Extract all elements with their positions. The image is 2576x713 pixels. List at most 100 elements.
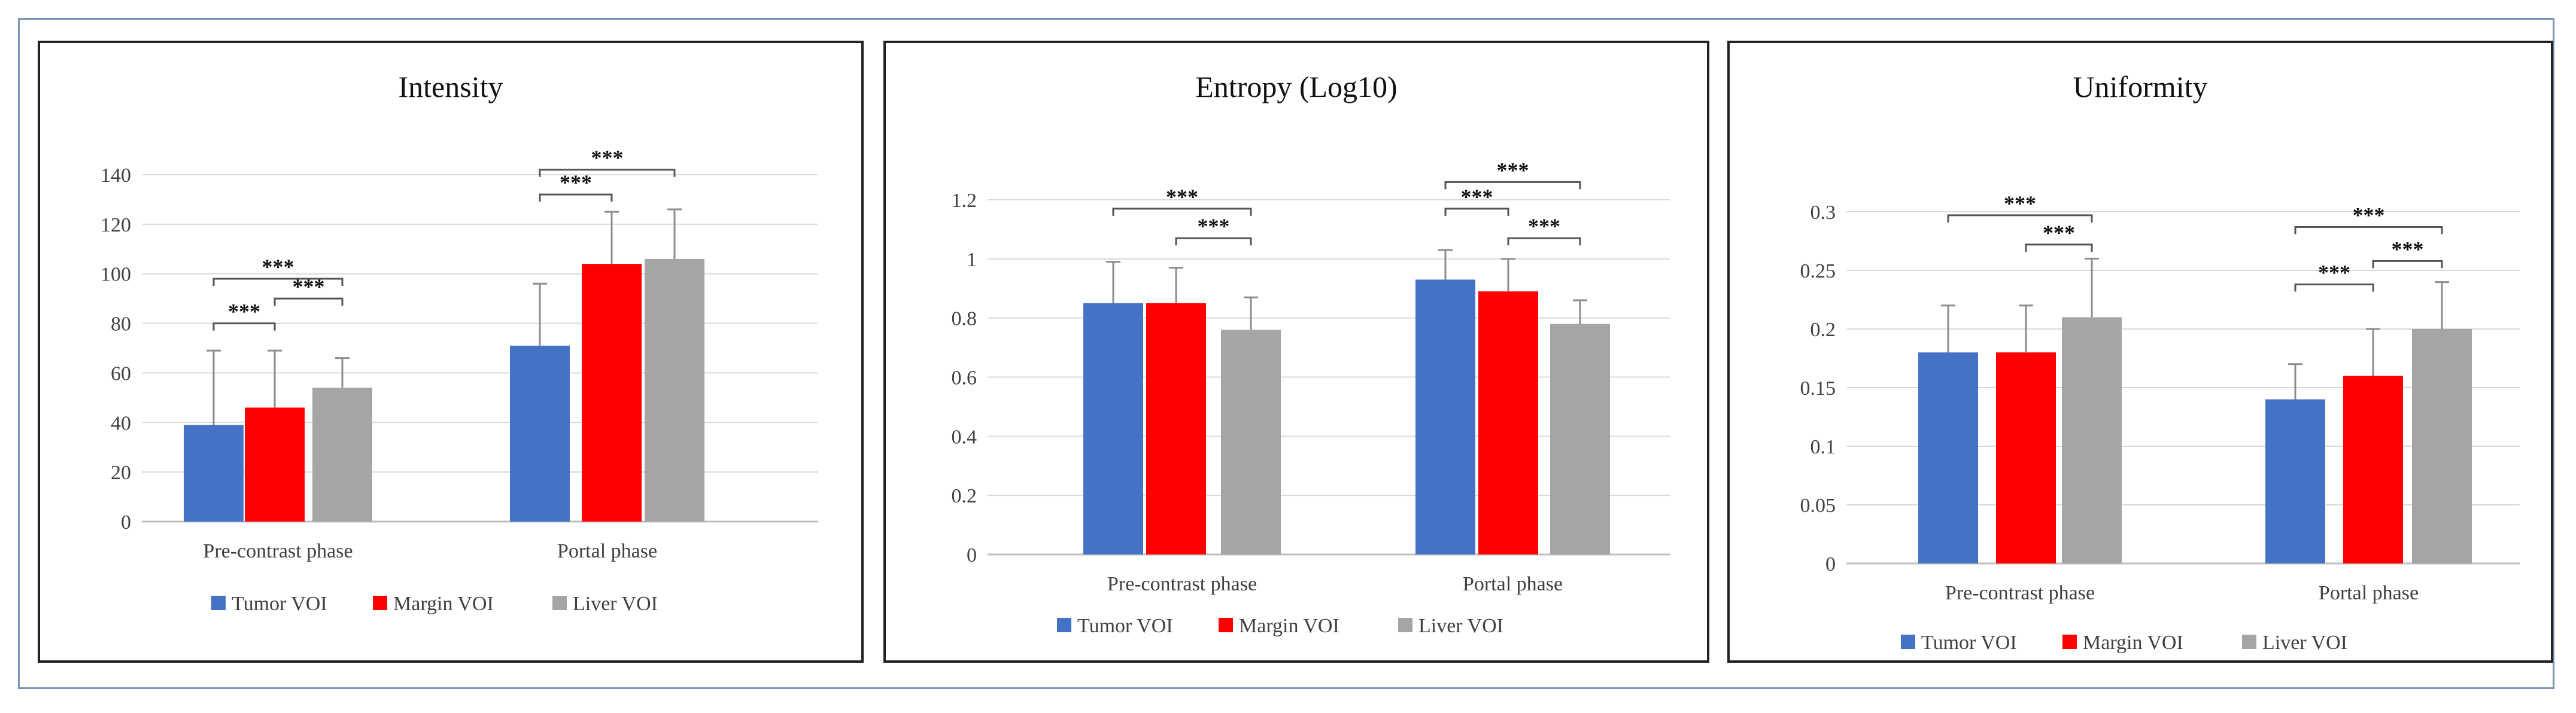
y-tick-label: 0 <box>121 511 131 534</box>
chart-title: Entropy (Log10) <box>1195 70 1397 103</box>
y-tick-label: 0.05 <box>1800 495 1836 517</box>
y-tick-label: 0.4 <box>952 426 977 448</box>
y-tick-label: 0.15 <box>1800 377 1836 400</box>
chart-panel-uniformity: Uniformity 0 0.05 0.1 0.15 0.2 0.25 0.3 *** *** *… <box>1727 41 2553 663</box>
chart-intensity: Intensity 020406080100120140************… <box>101 70 818 615</box>
chart-entropy: Entropy (Log10) 00.20.40.60.811.2****** *… <box>952 70 1670 637</box>
y-tick-label: 0 <box>967 544 977 566</box>
legend-label: Margin VOI <box>1239 615 1339 637</box>
significance-bracket <box>274 297 344 306</box>
bar <box>312 388 372 522</box>
y-tick-label: 140 <box>101 164 131 187</box>
significance-label: *** <box>2392 237 2424 261</box>
significance-label: *** <box>591 146 624 170</box>
x-category-label: Pre-contrast phase <box>1107 573 1257 595</box>
x-category-label: Portal phase <box>557 540 657 562</box>
bar <box>582 264 642 522</box>
x-category-label: Portal phase <box>1463 573 1563 595</box>
y-tick-label: 0.6 <box>952 367 977 389</box>
significance-bracket <box>2294 284 2374 292</box>
significance-bracket <box>1947 214 2093 223</box>
significance-bracket <box>2372 260 2443 269</box>
x-category-label: Pre-contrast phase <box>1945 582 2095 604</box>
significance-label: *** <box>1528 214 1560 238</box>
significance-bracket <box>212 322 276 331</box>
y-tick-label: 0.1 <box>1811 436 1836 458</box>
chart-uniformity: Uniformity 0 0.05 0.1 0.15 0.2 0.25 0.3 *** *** *… <box>1800 70 2520 654</box>
bar <box>1918 352 1978 563</box>
legend-swatch <box>1901 635 1915 649</box>
legend-swatch <box>2242 635 2256 649</box>
legend-swatch <box>373 596 387 610</box>
legend-swatch <box>552 596 567 610</box>
x-category-label: Portal phase <box>2319 582 2419 604</box>
significance-bracket <box>1175 237 1252 246</box>
bar <box>2062 317 2122 563</box>
y-tick-label: 20 <box>111 462 131 484</box>
significance-bracket <box>2294 226 2443 234</box>
legend-swatch <box>2062 635 2077 649</box>
significance-label: *** <box>1461 185 1493 209</box>
y-tick-label: 60 <box>111 362 131 385</box>
significance-label: *** <box>2004 191 2036 215</box>
significance-label: *** <box>2318 261 2350 285</box>
bar <box>1221 330 1281 554</box>
y-tick-label: 120 <box>101 214 131 236</box>
bar <box>184 425 244 522</box>
bar <box>1146 303 1206 554</box>
y-tick-label: 1 <box>967 249 977 271</box>
bar <box>1996 352 2056 563</box>
significance-bracket <box>1444 208 1509 216</box>
legend-label: Tumor VOI <box>1077 615 1173 637</box>
significance-bracket <box>2025 243 2093 252</box>
bar <box>1550 324 1610 554</box>
significance-bracket <box>539 193 613 202</box>
y-tick-label: 0.2 <box>952 485 977 507</box>
significance-label: *** <box>2043 221 2075 245</box>
legend-label: Tumor VOI <box>1921 632 2017 654</box>
x-category-label: Pre-contrast phase <box>203 540 353 562</box>
bar <box>1478 291 1538 554</box>
bar <box>1415 279 1475 554</box>
y-tick-label: 40 <box>111 412 131 434</box>
legend-label: Margin VOI <box>393 593 494 615</box>
significance-label: *** <box>1166 185 1198 209</box>
significance-label: *** <box>1198 214 1230 238</box>
significance-label: *** <box>1497 158 1529 182</box>
y-tick-label: 0.25 <box>1800 260 1836 282</box>
y-tick-label: 0.3 <box>1811 202 1836 224</box>
y-tick-label: 0.8 <box>952 308 977 330</box>
significance-bracket <box>212 278 344 286</box>
bar <box>510 345 570 522</box>
bar <box>245 407 305 522</box>
bar <box>645 258 704 522</box>
significance-label: *** <box>560 170 592 194</box>
bar <box>2412 329 2472 563</box>
y-tick-label: 0 <box>1825 553 1836 575</box>
significance-label: *** <box>2353 203 2385 227</box>
significance-bracket <box>1444 181 1581 190</box>
chart-title: Intensity <box>399 70 503 103</box>
bar <box>1083 303 1143 554</box>
significance-bracket <box>539 169 676 177</box>
bar <box>2343 376 2403 563</box>
legend-label: Liver VOI <box>1418 615 1503 637</box>
y-tick-label: 80 <box>111 313 131 336</box>
chart-title: Uniformity <box>2073 70 2208 103</box>
significance-label: *** <box>228 300 260 324</box>
chart-panel-intensity: Intensity 0 20 40 60 80 100 120 140 *** *** *** ***… <box>38 41 864 663</box>
y-tick-label: 1.2 <box>952 190 977 212</box>
bar <box>2265 399 2325 563</box>
legend-label: Liver VOI <box>2262 632 2347 654</box>
legend-swatch <box>1219 618 1233 632</box>
legend-label: Liver VOI <box>573 593 658 615</box>
significance-bracket <box>1112 208 1252 216</box>
chart-panel-entropy: Entropy (Log10) 0 0.2 0.4 0.6 0.8 1 1.2 *** *** *… <box>883 41 1709 663</box>
legend-swatch <box>1057 618 1071 632</box>
legend-swatch <box>211 596 226 610</box>
y-tick-label: 100 <box>101 264 131 286</box>
legend-label: Margin VOI <box>2083 632 2183 654</box>
significance-bracket <box>1507 237 1581 246</box>
legend-label: Tumor VOI <box>232 593 327 615</box>
significance-label: *** <box>262 255 294 279</box>
